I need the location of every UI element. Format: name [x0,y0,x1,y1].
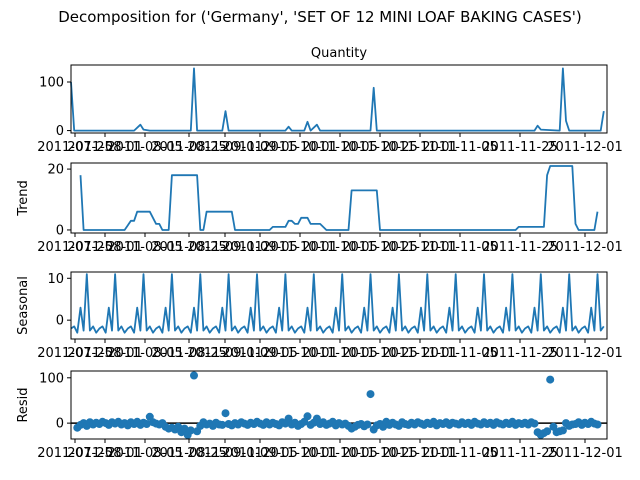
x-tick-label: 2011-08-25 [151,240,227,255]
resid-point [180,424,189,433]
panel-title: Quantity [311,46,367,61]
x-tick-label: 2011-08-01 [67,140,143,155]
x-tick-label: 2011-11-05 [422,346,498,361]
x-tick-label: 2011-11-25 [482,346,558,361]
x-tick-label: 2011-08-25 [151,446,227,461]
x-tick-label: 2011-11-25 [482,140,558,155]
x-tick-label: 2011-10-25 [342,346,418,361]
y-tick-label: 20 [47,163,64,178]
x-tick-label: 2011-12-01 [547,446,623,461]
x-tick-label: 2011-11-25 [482,240,558,255]
x-tick-label: 2011-09-05 [222,140,298,155]
y-tick-label: 0 [56,417,64,432]
x-tick-label: 2011-10-25 [342,140,418,155]
x-tick-label: 2011-09-01 [187,346,263,361]
resid-point [218,420,227,429]
x-tick-label: 2011-07-25 [37,140,113,155]
y-axis-label: Trend [16,180,31,217]
resid-point [543,427,552,436]
panel-2: Trend0202011-07-252011-08-012011-08-0520… [16,162,623,255]
resid-point [303,412,312,421]
x-tick-label: 2011-12-01 [547,140,623,155]
resid-point [284,414,293,423]
x-tick-label: 2011-08-01 [67,446,143,461]
resid-point [546,375,555,384]
x-tick-label: 2011-12-01 [547,346,623,361]
x-tick-label: 2011-09-01 [187,240,263,255]
x-tick-label: 2011-07-25 [37,446,113,461]
axes-frame [70,64,608,134]
y-tick-label: 0 [56,314,64,329]
resid-point [221,409,230,418]
x-tick-label: 2011-10-01 [262,446,338,461]
x-tick-label: 2011-09-01 [187,140,263,155]
x-tick-label: 2011-08-25 [151,346,227,361]
y-axis-label: Resid [16,387,31,422]
series-line [70,273,605,334]
x-tick-label: 2011-10-25 [342,240,418,255]
series-line [70,67,605,132]
x-tick-label: 2011-11-25 [482,446,558,461]
x-tick-label: 2011-11-01 [382,446,458,461]
x-tick-label: 2011-10-05 [302,240,378,255]
x-tick-label: 2011-10-05 [302,346,378,361]
x-tick-label: 2011-11-01 [382,346,458,361]
y-axis-label: Seasonal [16,276,31,335]
x-tick-label: 2011-10-01 [262,346,338,361]
y-tick-label: 100 [39,371,64,386]
x-tick-label: 2011-08-05 [107,140,183,155]
resid-point [593,420,602,429]
x-tick-label: 2011-09-05 [222,346,298,361]
x-tick-label: 2011-08-05 [107,446,183,461]
y-tick-label: 0 [56,223,64,238]
x-tick-label: 2011-11-01 [382,140,458,155]
panels: Quantity01002011-07-252011-08-012011-08-… [16,46,623,461]
resid-point [142,420,151,428]
y-tick-label: 100 [39,76,64,91]
x-tick-label: 2011-11-05 [422,140,498,155]
x-tick-label: 2011-08-01 [67,346,143,361]
panel-1: Quantity01002011-07-252011-08-012011-08-… [37,46,623,155]
resid-point [558,426,567,435]
axes-frame [70,370,608,440]
y-tick-label: 0 [56,124,64,139]
series-line [79,165,599,231]
x-tick-label: 2011-08-05 [107,346,183,361]
resid-point [190,371,198,380]
figure-suptitle: Decomposition for ('Germany', 'SET OF 12… [58,8,582,26]
resid-point [186,426,195,435]
panel-4: Resid01002011-07-252011-08-012011-08-052… [16,370,623,461]
panel-3: Seasonal 0 10 2011-07-252011-08-012011-08-0… [16,271,623,361]
y-tick-label: 10 [47,272,64,287]
x-tick-label: 2011-08-25 [151,140,227,155]
resid-point [366,390,375,399]
x-tick-label: 2011-10-05 [302,446,378,461]
x-tick-label: 2011-09-05 [222,446,298,461]
x-tick-label: 2011-07-25 [37,346,113,361]
x-tick-label: 2011-10-01 [262,140,338,155]
axes-frame [70,271,608,340]
x-tick-label: 2011-10-05 [302,140,378,155]
x-tick-label: 2011-08-01 [67,240,143,255]
x-tick-label: 2011-11-05 [422,240,498,255]
x-tick-label: 2011-08-05 [107,240,183,255]
x-tick-label: 2011-09-01 [187,446,263,461]
x-tick-label: 2011-10-25 [342,446,418,461]
x-tick-label: 2011-12-01 [547,240,623,255]
x-tick-label: 2011-11-01 [382,240,458,255]
resid-point [530,419,539,428]
x-tick-label: 2011-07-25 [37,240,113,255]
axes-frame [70,162,608,234]
x-tick-label: 2011-09-05 [222,240,298,255]
resid-point [363,420,372,429]
x-tick-label: 2011-11-05 [422,446,498,461]
x-tick-label: 2011-10-01 [262,240,338,255]
